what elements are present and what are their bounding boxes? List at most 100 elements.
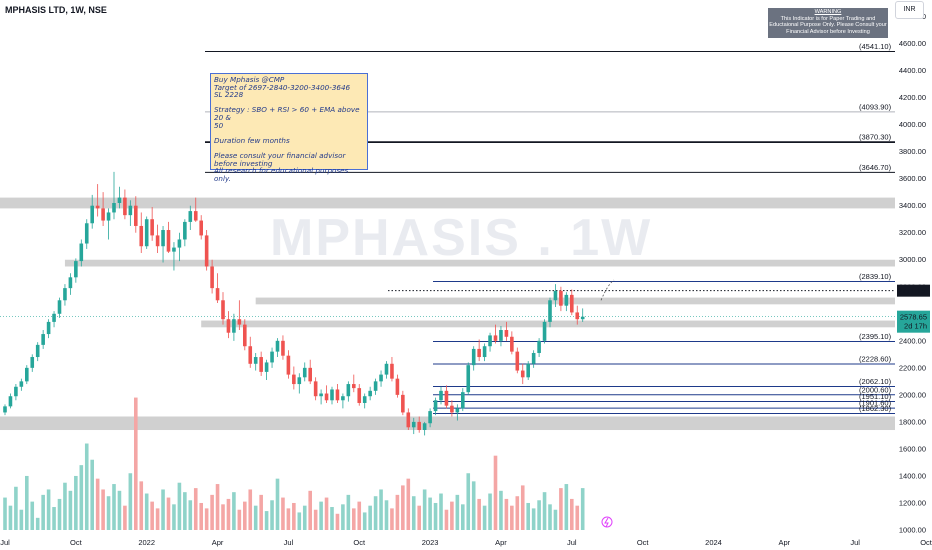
volume-bar (362, 512, 367, 530)
price-level-label: (1951.10) (859, 392, 892, 401)
volume-bar (542, 492, 547, 530)
volume-bar (575, 505, 580, 530)
candle-body (237, 319, 242, 325)
x-tick-label: 2024 (705, 538, 722, 547)
volume-bar (493, 455, 498, 530)
volume-bar (461, 504, 465, 530)
candle-body (357, 388, 362, 403)
volume-bar (422, 489, 427, 530)
volume-bar (510, 505, 514, 530)
candle-body (199, 220, 203, 236)
volume-bar (35, 517, 40, 530)
volume-bar (444, 509, 449, 530)
candle-body (30, 357, 35, 368)
candle-body (74, 261, 78, 278)
volume-bar (553, 509, 558, 530)
volume-bar (417, 505, 421, 530)
candle-body (177, 239, 182, 248)
candle-body (90, 205, 94, 224)
candle-body (417, 421, 421, 431)
volume-bar (84, 443, 89, 530)
x-tick-label: Oct (920, 538, 932, 547)
volume-bar (253, 505, 258, 530)
volume-bar (570, 498, 574, 530)
volume-bar (477, 498, 481, 530)
candle-body (428, 411, 432, 424)
volume-bar (172, 504, 176, 530)
support-zone (0, 197, 895, 209)
candle-body (63, 288, 67, 301)
x-tick-label: 2022 (138, 538, 155, 547)
candle-body (259, 357, 263, 372)
volume-bar (313, 509, 318, 530)
candle-body (292, 374, 296, 385)
candle-body (422, 423, 427, 431)
candle-body (95, 205, 100, 209)
support-zone (0, 416, 895, 431)
candle-body (144, 219, 149, 247)
bar-countdown: 2d 17h (904, 322, 927, 331)
price-level-label: (1862.30) (859, 404, 892, 413)
volume-bar (106, 496, 111, 530)
volume-bar (95, 478, 100, 530)
volume-bar (319, 501, 323, 530)
y-tick-label: 3200.00 (899, 228, 926, 237)
x-tick-label: Jul (850, 538, 860, 547)
candle-body (368, 390, 372, 397)
price-level-label: (2000.60) (859, 385, 892, 394)
candle-body (264, 362, 269, 372)
trade-annotation[interactable]: Buy Mphasis @CMP Target of 2697-2840-320… (210, 73, 368, 182)
candle-body (439, 390, 443, 401)
candle-body (14, 386, 18, 397)
candle-body (117, 197, 122, 203)
volume-bar (199, 502, 203, 530)
volume-bar (264, 511, 269, 530)
volume-bar (57, 498, 62, 530)
candle-body (548, 300, 552, 322)
candle-body (101, 208, 105, 221)
candle-body (112, 202, 116, 213)
volume-bar (302, 505, 307, 530)
last-marker-badge (897, 284, 930, 297)
volume-bar (346, 494, 351, 530)
price-level-label: (2062.10) (859, 377, 892, 386)
last-marker-value: 2771.15 (898, 287, 925, 296)
volume-bar (559, 488, 563, 530)
volume-bar (259, 494, 263, 530)
candle-body (401, 394, 405, 413)
x-tick-label: Oct (70, 538, 83, 547)
candle-body (395, 378, 400, 395)
candle-body (373, 381, 378, 391)
candle-body (270, 351, 274, 363)
y-tick-label: 3800.00 (899, 147, 926, 156)
candle-body (123, 197, 127, 216)
volume-bar (401, 485, 405, 530)
price-level-label: (3646.70) (859, 163, 892, 172)
y-tick-label: 2000.00 (899, 390, 926, 399)
volume-bar (357, 501, 362, 530)
volume-bar (14, 486, 18, 530)
warning-title: WARNING (814, 9, 842, 15)
y-tick-label: 4200.00 (899, 93, 926, 102)
candle-body (232, 319, 236, 333)
candle-body (444, 390, 449, 406)
volume-bar (123, 505, 127, 530)
candle-body (362, 396, 367, 403)
candle-body (504, 330, 509, 337)
volume-bar (166, 497, 171, 530)
volume-bar (161, 489, 165, 530)
volume-bar (150, 501, 154, 530)
volume-bar (439, 493, 443, 530)
volume-bar (232, 492, 236, 530)
volume-bar (8, 505, 13, 530)
volume-bar (297, 512, 302, 530)
volume-bar (177, 482, 182, 530)
currency-button[interactable]: INR (895, 1, 924, 19)
candle-body (79, 243, 84, 262)
y-tick-label: 3000.00 (899, 255, 926, 264)
candle-body (134, 205, 138, 226)
volume-bar (504, 498, 509, 530)
volume-bar (335, 513, 340, 530)
symbol-title: MPHASIS LTD, 1W, NSE (5, 5, 107, 15)
